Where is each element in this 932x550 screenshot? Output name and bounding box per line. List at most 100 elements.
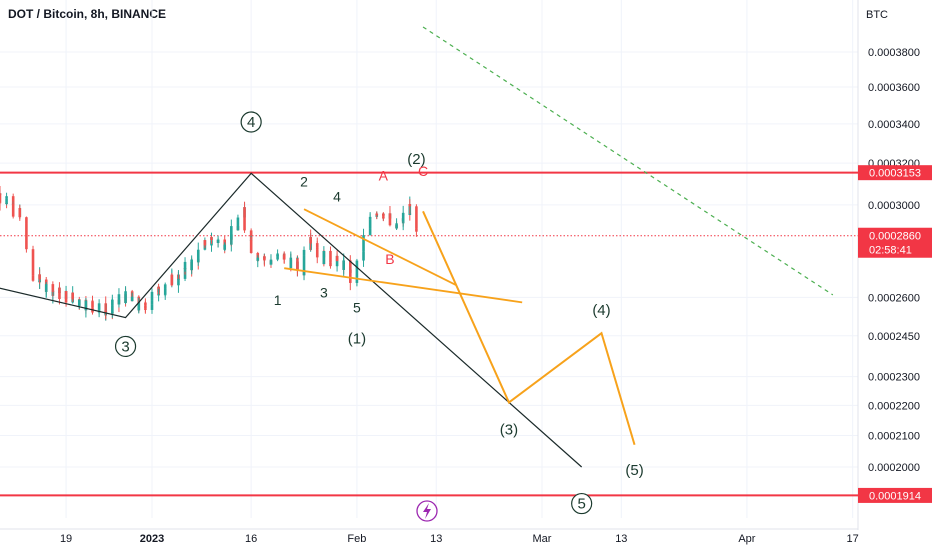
countdown-text: 02:58:41: [869, 245, 912, 257]
candle-body: [342, 260, 345, 263]
wave-label: 5: [577, 496, 585, 513]
wave-label: C: [418, 163, 428, 179]
candle-body: [44, 284, 48, 291]
candle-body: [249, 239, 253, 254]
candle-body: [163, 284, 167, 289]
price-tick: 0.0002300: [868, 372, 920, 384]
wave-label: 3: [320, 284, 328, 300]
price-tick: 0.0003400: [868, 119, 920, 131]
wave-label: (2): [407, 151, 425, 168]
wave-circle: [240, 111, 262, 133]
wave-circle: [114, 335, 137, 358]
candle-body: [355, 260, 359, 278]
chart-title: DOT / Bitcoin, 8h, BINANCE: [8, 7, 167, 21]
candle-body: [77, 299, 81, 306]
candle-body: [216, 240, 220, 244]
candle-body: [296, 261, 299, 271]
current-price-text: 0.0002860: [869, 231, 921, 243]
candle-body: [144, 305, 147, 309]
candle-body: [395, 223, 398, 229]
candle-body: [144, 308, 147, 310]
candle-body: [263, 256, 266, 261]
candle-body: [18, 208, 22, 215]
candle-body: [117, 294, 121, 300]
candle-body: [84, 300, 88, 311]
time-tick: Mar: [533, 533, 552, 545]
support-tag: [858, 487, 932, 503]
candle-body: [71, 298, 74, 300]
candle-body: [362, 235, 365, 246]
candle-body: [249, 230, 253, 240]
current-price-tag: [858, 227, 932, 258]
candle-body: [0, 202, 2, 204]
candle-body: [315, 247, 319, 250]
time-tick: Feb: [347, 533, 366, 545]
time-tick: 13: [430, 533, 442, 545]
candle-body: [0, 193, 2, 203]
candle-body: [368, 219, 372, 229]
candle-body: [302, 255, 306, 276]
candle-body: [223, 244, 227, 248]
chart-grid: [0, 0, 859, 530]
resistance-tag-text: 0.0003153: [869, 168, 921, 180]
wave-label: 5: [353, 299, 361, 315]
candlesticks: [0, 186, 418, 321]
candle-body: [401, 212, 405, 222]
candle-body: [137, 302, 141, 311]
candle-body: [256, 257, 260, 261]
wave-label: 3: [121, 338, 129, 355]
elliott-trendline: [0, 172, 583, 468]
candle-body: [289, 257, 293, 260]
wave-label: 4: [333, 188, 341, 204]
time-tick: 17: [847, 533, 859, 545]
candle-body: [71, 292, 74, 299]
candle-body: [97, 303, 101, 310]
wave-drawings: [0, 26, 834, 468]
candle-body: [104, 310, 108, 313]
wave-label: 2: [300, 174, 308, 190]
resistance-tag: [858, 165, 932, 181]
candle-body: [210, 237, 213, 241]
candle-body: [382, 216, 385, 219]
price-tick: 0.0002100: [868, 430, 920, 442]
wedge-lower-line: [284, 267, 523, 304]
candle-body: [315, 249, 319, 258]
price-tick: 0.0003800: [868, 47, 920, 59]
candle-body: [415, 206, 418, 229]
lightning-icon[interactable]: [416, 500, 438, 522]
candle-body: [342, 262, 345, 270]
time-tick: Apr: [738, 533, 755, 545]
candle-body: [322, 250, 326, 265]
time-tick: 19: [60, 533, 72, 545]
candle-body: [196, 249, 200, 263]
wedge-upper-line: [303, 208, 457, 286]
candle-body: [157, 294, 160, 296]
wave-label: (5): [625, 462, 643, 479]
wave-labels: 3 4 5 (1) (2) (3) (4) (5) 1 2 3 4 5 A B C: [114, 111, 644, 515]
dashed-trendline: [422, 26, 834, 296]
candle-body: [130, 296, 134, 302]
candle-body: [349, 269, 352, 283]
currency-label: BTC: [866, 9, 888, 21]
candle-body: [91, 301, 94, 308]
price-tick: 0.0003000: [868, 200, 920, 212]
support-tag-text: 0.0001914: [869, 490, 921, 502]
price-axis: 0.00038000.00036000.00034000.00032000.00…: [868, 47, 920, 474]
price-tags: 0.0003153 0.0001914 0.0002860 02:58:41: [858, 165, 932, 503]
wave-label: (4): [592, 302, 610, 319]
candle-body: [302, 249, 306, 256]
projection-path: [422, 210, 636, 446]
price-tick: 0.0002600: [868, 292, 920, 304]
price-tick: 0.0003600: [868, 82, 920, 94]
candle-body: [388, 214, 392, 226]
time-tick: 2023: [140, 533, 164, 545]
wave-label: B: [385, 251, 394, 267]
candle-body: [415, 228, 418, 232]
candle-body: [309, 242, 312, 244]
candle-body: [11, 203, 15, 217]
candle-body: [216, 239, 220, 241]
candle-body: [38, 274, 41, 280]
price-tick: 0.0002000: [868, 462, 920, 474]
candle-body: [25, 240, 28, 250]
